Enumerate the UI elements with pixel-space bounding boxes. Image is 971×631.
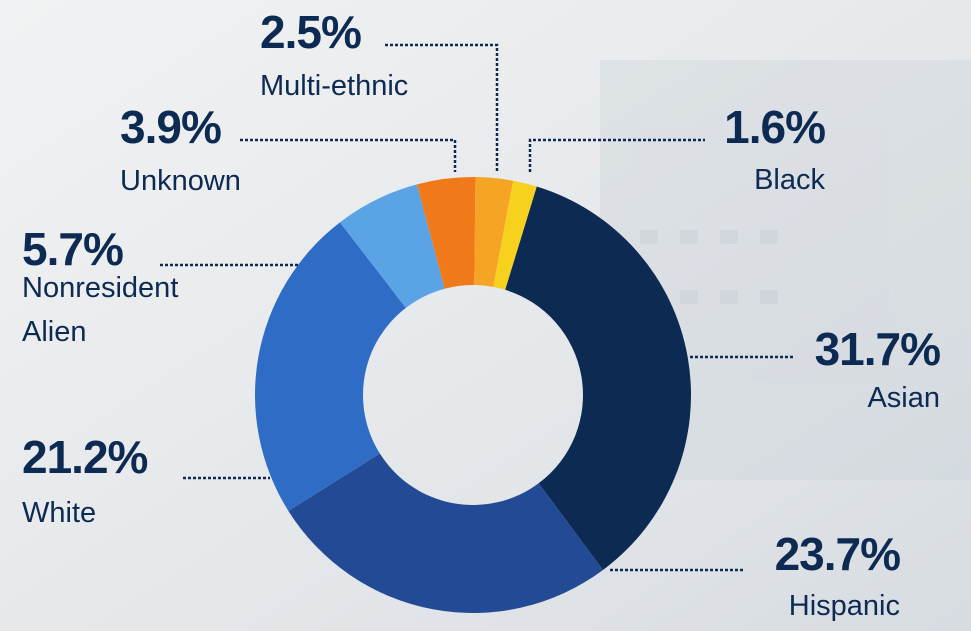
category-label: Unknown (120, 165, 241, 198)
value-label: 31.7% (815, 322, 940, 376)
category-label: Hispanic (789, 590, 900, 623)
category-label: White (22, 497, 96, 530)
category-label: Asian (867, 382, 940, 415)
value-label: 1.6% (724, 100, 825, 154)
value-label: 23.7% (775, 527, 900, 581)
category-label: Black (754, 164, 825, 197)
page: 31.7%Asian23.7%Hispanic21.2%White5.7%Non… (0, 0, 971, 631)
value-label: 21.2% (22, 430, 147, 484)
category-label: Multi-ethnic (260, 70, 408, 103)
value-label: 3.9% (120, 100, 221, 154)
value-label: 2.5% (260, 5, 361, 59)
category-label: Nonresident Alien (22, 266, 222, 354)
